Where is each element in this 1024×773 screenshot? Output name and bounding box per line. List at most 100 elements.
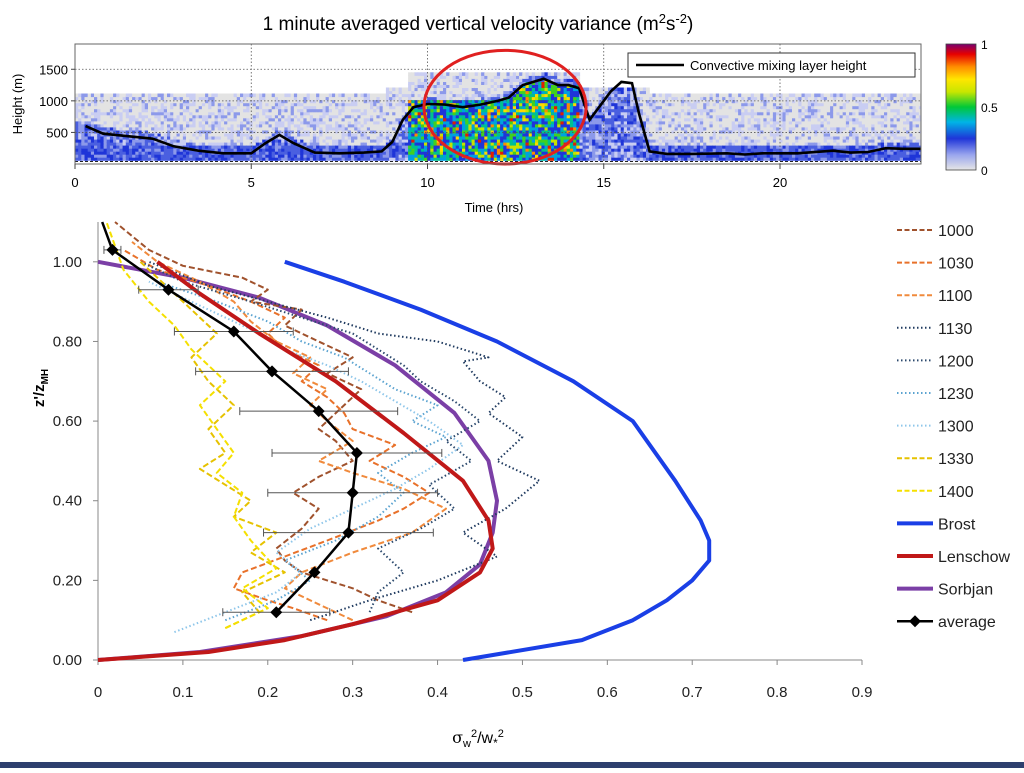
heatmap-cell bbox=[658, 126, 663, 131]
heatmap-cell bbox=[696, 139, 701, 143]
heatmap-cell bbox=[544, 99, 549, 104]
heatmap-cell bbox=[376, 139, 381, 143]
heatmap-cell bbox=[271, 96, 276, 101]
heatmap-cell bbox=[443, 111, 447, 116]
heatmap-cell bbox=[636, 123, 641, 128]
heatmap-cell bbox=[433, 157, 438, 161]
heatmap-cell bbox=[700, 145, 704, 149]
heatmap-cell bbox=[347, 157, 352, 161]
heatmap-cell bbox=[446, 78, 450, 82]
heatmap-cell bbox=[439, 90, 444, 95]
heatmap-cell bbox=[341, 120, 346, 125]
heatmap-cell bbox=[297, 151, 301, 155]
heatmap-cell bbox=[554, 93, 558, 98]
heatmap-cell bbox=[528, 87, 533, 92]
heatmap-cell bbox=[709, 126, 714, 131]
heatmap-cell bbox=[151, 117, 155, 122]
heatmap-cell bbox=[398, 139, 403, 143]
heatmap-cell bbox=[224, 136, 228, 140]
heatmap-cell bbox=[132, 129, 136, 134]
heatmap-cell bbox=[477, 90, 482, 95]
heatmap-cell bbox=[566, 108, 571, 113]
heatmap-cell bbox=[151, 93, 155, 98]
heatmap-cell bbox=[652, 136, 657, 140]
heatmap-cell bbox=[595, 114, 600, 119]
heatmap-cell bbox=[351, 142, 355, 146]
heatmap-cell bbox=[468, 117, 473, 122]
heatmap-cell bbox=[576, 120, 581, 125]
heatmap-cell bbox=[252, 99, 257, 104]
heatmap-cell bbox=[443, 123, 447, 128]
heatmap-cell bbox=[417, 105, 422, 110]
heatmap-cell bbox=[509, 117, 514, 122]
heatmap-cell bbox=[182, 99, 187, 104]
heatmap-cell bbox=[719, 139, 723, 143]
heatmap-cell bbox=[608, 93, 612, 98]
heatmap-cell bbox=[119, 129, 124, 134]
heatmap-cell bbox=[646, 111, 650, 116]
heatmap-cell bbox=[525, 139, 530, 143]
heatmap-cell bbox=[557, 132, 561, 137]
heatmap-cell bbox=[128, 111, 133, 116]
heatmap-cell bbox=[109, 120, 114, 125]
heatmap-cell bbox=[715, 129, 720, 134]
heatmap-cell bbox=[81, 136, 86, 140]
heatmap-cell bbox=[509, 145, 514, 149]
heatmap-cell bbox=[100, 145, 105, 149]
heatmap-cell bbox=[680, 139, 685, 143]
heatmap-cell bbox=[297, 96, 301, 101]
heatmap-cell bbox=[703, 93, 707, 98]
heatmap-cell bbox=[75, 132, 79, 137]
heatmap-cell bbox=[224, 142, 228, 146]
heatmap-cell bbox=[154, 148, 159, 152]
heatmap-cell bbox=[135, 151, 140, 155]
heatmap-cell bbox=[274, 108, 279, 113]
heatmap-cell bbox=[157, 148, 162, 152]
heatmap-cell bbox=[195, 114, 200, 119]
heatmap-cell bbox=[522, 145, 527, 149]
heatmap-cell bbox=[509, 99, 514, 104]
heatmap-cell bbox=[78, 117, 82, 122]
heatmap-cell bbox=[458, 84, 463, 88]
heatmap-cell bbox=[274, 120, 279, 125]
heatmap-cell bbox=[312, 132, 317, 137]
heatmap-cell bbox=[671, 93, 676, 98]
heatmap-cell bbox=[512, 132, 517, 137]
heatmap-cell bbox=[290, 93, 295, 98]
heatmap-cell bbox=[316, 157, 320, 161]
heatmap-cell bbox=[113, 93, 117, 98]
heatmap-cell bbox=[439, 120, 444, 125]
heatmap-cell bbox=[703, 145, 707, 149]
heatmap-cell bbox=[157, 157, 162, 161]
heatmap-cell bbox=[443, 114, 447, 119]
heatmap-cell bbox=[379, 139, 384, 143]
heatmap-cell bbox=[490, 123, 495, 128]
heatmap-cell bbox=[360, 123, 365, 128]
heatmap-cell bbox=[259, 157, 263, 161]
heatmap-cell bbox=[474, 136, 479, 140]
heatmap-cell bbox=[592, 145, 596, 149]
heatmap-cell bbox=[636, 142, 641, 146]
heatmap-cell bbox=[151, 142, 155, 146]
heatmap-cell bbox=[366, 136, 371, 140]
heatmap-cell bbox=[728, 99, 733, 104]
heatmap-cell bbox=[630, 145, 634, 149]
heatmap-cell bbox=[598, 151, 603, 155]
heatmap-cell bbox=[493, 136, 498, 140]
heatmap-cell bbox=[509, 157, 514, 161]
heatmap-cell bbox=[646, 154, 650, 158]
heatmap-cell bbox=[538, 93, 542, 98]
heatmap-cell bbox=[411, 151, 416, 155]
heatmap-cell bbox=[236, 93, 241, 98]
heatmap-cell bbox=[477, 108, 482, 113]
heatmap-cell bbox=[703, 102, 707, 107]
heatmap-cell bbox=[90, 148, 95, 152]
heatmap-cell bbox=[439, 126, 444, 131]
heatmap-cell bbox=[661, 145, 666, 149]
heatmap-cell bbox=[550, 117, 555, 122]
heatmap-cell bbox=[458, 142, 463, 146]
heatmap-cell bbox=[627, 108, 631, 113]
heatmap-cell bbox=[668, 93, 673, 98]
heatmap-cell bbox=[436, 111, 441, 116]
heatmap-cell bbox=[557, 111, 561, 116]
